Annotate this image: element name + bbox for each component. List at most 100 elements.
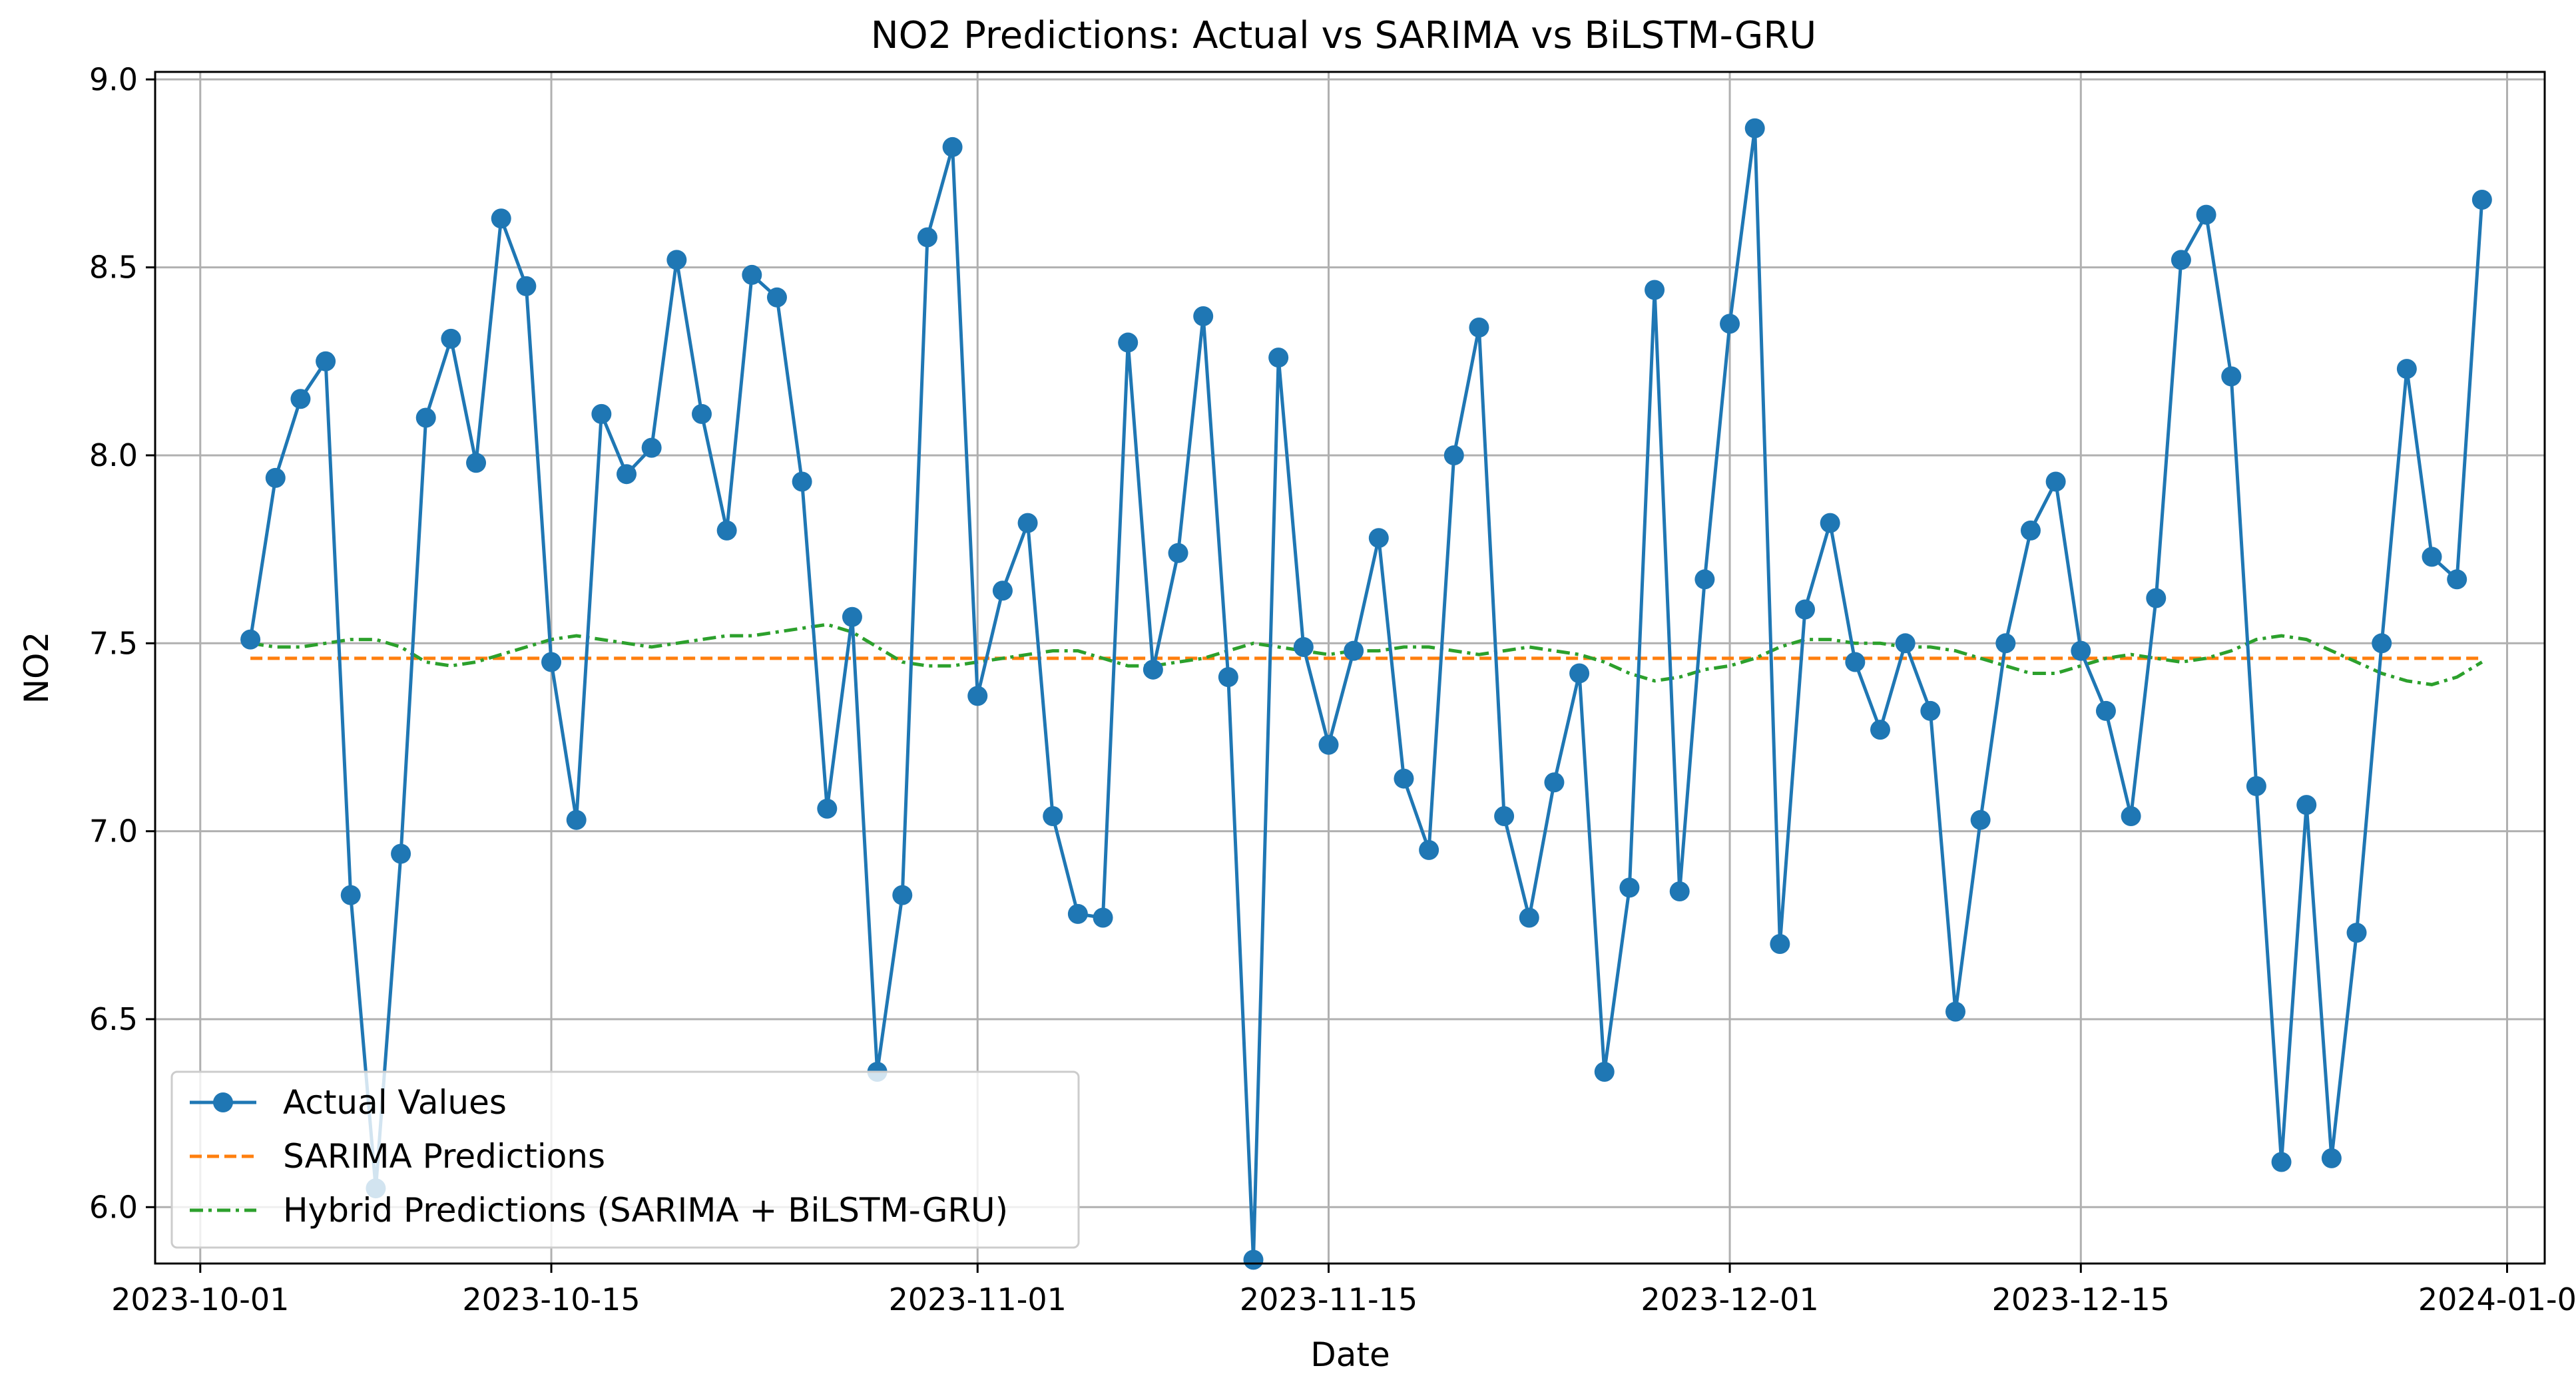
y-tick-label: 8.5 [89, 250, 138, 286]
actual-point [1168, 543, 1188, 563]
actual-point [691, 403, 712, 424]
y-tick-label: 6.5 [89, 1001, 138, 1037]
actual-point [2271, 1152, 2292, 1172]
actual-point [541, 652, 562, 672]
actual-point [566, 810, 587, 830]
actual-point [1318, 734, 1339, 755]
actual-point [516, 276, 537, 296]
legend-sarima-label: SARIMA Predictions [283, 1137, 605, 1176]
actual-point [1845, 652, 1866, 672]
axis-ticks: 6.0 6.5 7.0 7.5 8.0 8.5 9.0 2023-10-01 2023-10-1… [89, 61, 2576, 1317]
actual-point [240, 629, 261, 650]
actual-point [1694, 569, 1715, 590]
actual-point [1544, 772, 1565, 793]
actual-point [2396, 359, 2417, 379]
legend-box [170, 1070, 1080, 1249]
actual-point [2321, 1148, 2342, 1168]
y-tick-label: 7.0 [89, 813, 138, 849]
legend-hybrid-label: Hybrid Predictions (SARIMA + BiLSTM-GRU) [283, 1191, 1008, 1230]
x-tick-label: 2023-12-01 [1641, 1281, 1818, 1317]
actual-point [2296, 795, 2317, 815]
actual-point [1569, 663, 1590, 684]
actual-point [2221, 366, 2242, 387]
actual-point [591, 403, 612, 424]
actual-point [290, 389, 311, 409]
x-tick-label: 2024-01-01 [2418, 1281, 2576, 1317]
x-tick-label: 2023-12-15 [1992, 1281, 2170, 1317]
actual-point [2471, 189, 2492, 210]
legend-actual-label: Actual Values [283, 1083, 507, 1122]
actual-point [1469, 317, 1489, 338]
actual-point [1744, 118, 1765, 138]
actual-line [248, 126, 2484, 1262]
actual-point [2196, 204, 2216, 225]
plot-frame [154, 71, 2546, 1265]
actual-point [1669, 881, 1690, 901]
actual-point [1143, 659, 1163, 680]
actual-point [792, 471, 812, 492]
actual-point [2171, 250, 2191, 270]
actual-point [1594, 1062, 1615, 1082]
actual-point [716, 520, 737, 541]
actual-point [1043, 806, 1063, 827]
actual-point [1945, 1001, 1965, 1022]
actual-point [942, 136, 963, 157]
actual-point [316, 351, 336, 371]
x-tick-label: 2023-11-15 [1240, 1281, 1417, 1317]
hybrid-line [250, 622, 2483, 686]
actual-point [992, 581, 1013, 601]
actual-point [2020, 520, 2041, 541]
actual-point [1519, 907, 1539, 928]
actual-point [1067, 903, 1088, 924]
series-layer [240, 118, 2492, 1270]
actual-point [1419, 839, 1439, 860]
actual-point [1920, 700, 1941, 721]
actual-point [617, 464, 637, 485]
actual-point [1394, 768, 1414, 789]
actual-point [1193, 306, 1214, 327]
x-tick-label: 2023-10-15 [462, 1281, 640, 1317]
actual-point [340, 885, 361, 905]
x-tick-label: 2023-10-01 [111, 1281, 289, 1317]
actual-point [1795, 599, 1816, 620]
x-tick-label: 2023-11-01 [889, 1281, 1067, 1317]
actual-point [2422, 547, 2442, 567]
actual-point [917, 227, 937, 248]
actual-point [415, 407, 436, 428]
actual-point [1720, 314, 1740, 334]
actual-point [892, 885, 913, 905]
actual-point [265, 467, 286, 488]
actual-point [1268, 348, 1289, 368]
actual-point [1443, 445, 1464, 465]
actual-point [1293, 636, 1314, 657]
actual-point [2372, 633, 2392, 654]
actual-point [1895, 633, 1916, 654]
actual-point [1645, 280, 1665, 300]
actual-point [817, 798, 838, 819]
y-tick-label: 8.0 [89, 437, 138, 473]
actual-point [666, 250, 687, 270]
actual-point [1243, 1250, 1264, 1270]
actual-point [2121, 806, 2141, 827]
x-axis-label: Date [1310, 1335, 1390, 1374]
actual-point [1995, 633, 2016, 654]
actual-point [1970, 810, 1991, 830]
actual-point [2095, 700, 2116, 721]
actual-point [1344, 640, 1364, 661]
actual-point [2146, 588, 2167, 608]
actual-point [1494, 806, 1515, 827]
actual-point [1870, 720, 1891, 740]
actual-point [1820, 513, 1840, 533]
actual-point [2447, 569, 2467, 590]
actual-point [967, 686, 988, 706]
actual-point [1093, 907, 1113, 928]
actual-point [2045, 471, 2066, 492]
actual-point [1218, 667, 1238, 688]
actual-point [466, 453, 487, 473]
actual-point [391, 843, 411, 864]
legend-actual-marker [213, 1092, 233, 1112]
actual-point [2246, 776, 2266, 796]
actual-point [842, 606, 862, 627]
actual-point [1368, 528, 1389, 549]
